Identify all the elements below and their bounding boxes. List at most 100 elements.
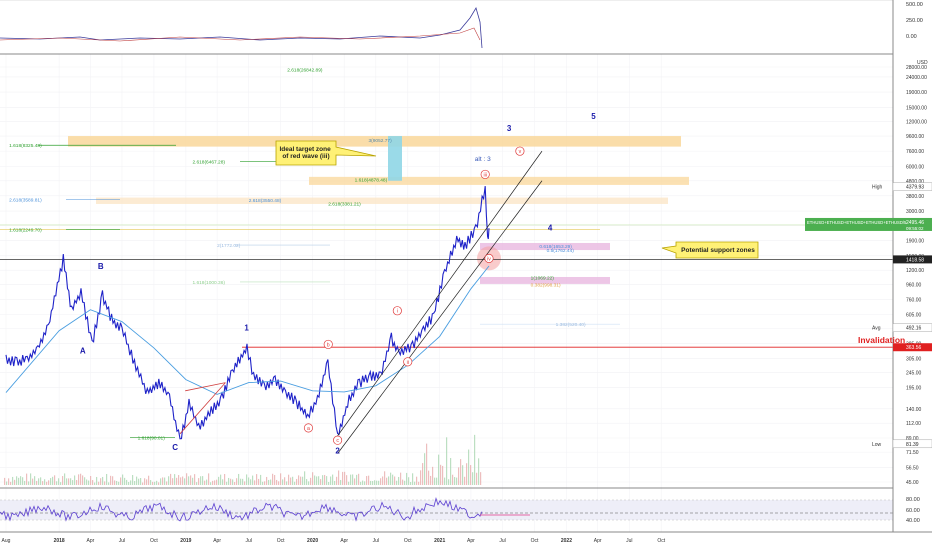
volume-bar [360,481,362,485]
volume-bar [94,482,96,485]
x-tick-label: Jul [119,538,125,544]
price-tag-value: 81.39 [906,442,919,448]
volume-bar [62,476,64,485]
volume-bar [122,474,124,485]
channel-layer [337,150,543,454]
volume-bar [470,465,472,485]
fib-level-label: 2(1772.02) [217,243,241,249]
volume-bar [18,477,20,485]
volume-bar [106,473,108,485]
y-tick-label: 56.50 [906,465,919,471]
volume-bar [178,475,180,485]
volume-bar [322,475,324,485]
volume-bar [220,474,222,485]
volume-bar [368,475,370,485]
fib-level-label: 2.618(6467.28) [192,160,225,166]
volume-bar [184,478,186,485]
fib-level-label: 0.5(1762.44) [547,248,575,254]
volume-bar [394,476,396,485]
volume-bar [144,478,146,485]
target-zone-column [388,136,402,181]
volume-bar [50,478,52,485]
volume-bar [408,477,410,485]
target-zone-band [68,136,681,147]
wave-circle [515,146,525,156]
y-tick-label: 45.00 [906,480,919,486]
y-tick-label: 6000.00 [906,164,924,170]
volume-bar [102,476,104,485]
volume-bar [108,482,110,485]
volume-tick: 500.00 [906,2,923,8]
x-tick-label: Apr [86,538,94,544]
volume-bar [294,481,296,485]
volume-bar [212,480,214,485]
volume-bar [8,478,10,485]
volume-bar [270,479,272,485]
volume-bar [454,477,456,485]
volume-bar [422,463,424,485]
x-tick-label: Apr [594,538,602,544]
fib-level-label: 2.618(3589.81) [9,198,42,204]
support-zone-callout-text: Potential support zones [681,247,755,254]
wave-circle [303,423,313,433]
volume-bar [44,479,46,485]
fib-level-label: 1.618(2249.70) [9,228,42,234]
volume-bar [48,480,50,485]
volume-bar [306,479,308,485]
x-tick-label: Oct [657,538,665,544]
y-tick-label: 71.50 [906,450,919,456]
volume-bar [152,481,154,485]
support-zone-band [480,242,610,251]
volume-bar [340,479,342,485]
wave-circle [484,253,494,263]
x-tick-label: Oct [404,538,412,544]
y-tick-label: 28000.00 [906,65,927,71]
volume-bar [466,463,468,485]
support-zone-band-2 [480,276,610,284]
volume-bar [188,476,190,485]
volume-bar [332,474,334,485]
volume-bar [46,481,48,485]
volume-bar [246,474,248,485]
volume-bar [272,473,274,485]
x-tick-label: 2020 [307,538,318,544]
volume-bar [114,480,116,485]
volume-bar [458,467,460,485]
time-axis[interactable]: Aug 2018 Apr Jul Oct 2019 Apr Jul Oct 2020 Apr Jul O… [0,531,932,544]
volume-bar [20,476,22,485]
volume-bar [386,477,388,485]
volume-bar [316,476,318,485]
volume-bar [462,465,464,485]
volume-bar [354,478,356,485]
price-axis[interactable]: USD 28000.00 24000.00 19000.00 15000.00 1200… [805,0,932,532]
volume-bar [174,474,176,485]
volume-bar [84,477,86,485]
volume-bar [38,478,40,485]
volume-bar [324,474,326,485]
volume-bar [136,476,138,485]
volume-bar [72,480,74,485]
volume-bar [334,480,336,485]
top-indicator-panel: 500.00 250.00 0.00 [0,0,923,55]
fib-level-label: 2.618(3381.21) [328,201,361,207]
price-tag [892,323,932,332]
wave-circle-label: iv [487,256,491,262]
channel-line-upper [337,150,543,437]
volume-bar [166,481,168,485]
volume-bar [290,477,292,485]
volume-bar [304,471,306,485]
volume-bar [280,473,282,485]
fib-level-label: 3(9052.77) [369,138,393,144]
volume-bar [88,480,90,485]
volume-bar [112,476,114,485]
labels-layer: 2.618(26842.89) 1.618(8325.48) 3(9052.77) 2… [9,68,596,456]
volume-bar [384,471,386,485]
volume-bar [440,464,442,485]
volume-bar [206,479,208,485]
volume-bar [352,474,354,485]
x-tick-label: Oct [277,538,285,544]
volume-bar [326,476,328,485]
wave-circle-label: a [307,426,310,432]
volume-bar [116,480,118,485]
volume-bar [238,473,240,485]
